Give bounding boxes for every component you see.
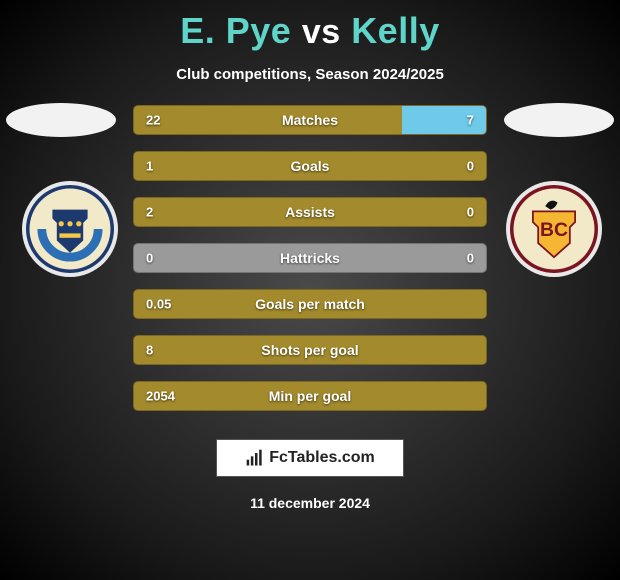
player1-avatar-placeholder xyxy=(6,103,116,137)
stat-label: Goals per match xyxy=(255,296,365,312)
subtitle: Club competitions, Season 2024/2025 xyxy=(0,66,620,83)
stat-row: 8 Shots per goal xyxy=(133,335,487,365)
club1-crest-icon xyxy=(26,185,114,273)
stat-fill-left xyxy=(134,106,402,134)
stat-row: 1 Goals 0 xyxy=(133,151,487,181)
stat-label: Matches xyxy=(282,112,338,128)
club2-crest: BC xyxy=(506,181,602,277)
stat-value-left: 0.05 xyxy=(146,297,171,312)
club1-crest xyxy=(22,181,118,277)
stat-value-left: 2 xyxy=(146,205,153,220)
club2-crest-icon: BC xyxy=(510,185,598,273)
stat-value-left: 1 xyxy=(146,159,153,174)
stat-row: 0 Hattricks 0 xyxy=(133,243,487,273)
stat-value-right: 0 xyxy=(467,251,474,266)
stat-label: Shots per goal xyxy=(261,342,358,358)
stat-value-left: 22 xyxy=(146,113,160,128)
svg-text:BC: BC xyxy=(540,219,568,241)
stat-row: 0.05 Goals per match xyxy=(133,289,487,319)
stat-row: 2054 Min per goal xyxy=(133,381,487,411)
stat-value-right: 0 xyxy=(467,159,474,174)
player2-name: Kelly xyxy=(351,10,440,51)
stat-label: Goals xyxy=(291,158,330,174)
stat-value-left: 8 xyxy=(146,343,153,358)
stat-value-left: 2054 xyxy=(146,389,175,404)
stats-list: 22 Matches 7 1 Goals 0 2 Assists 0 0 Hattricks 0 0.0… xyxy=(133,103,487,411)
vs-text: vs xyxy=(302,13,341,51)
stat-value-left: 0 xyxy=(146,251,153,266)
player1-name: E. Pye xyxy=(180,10,291,51)
date-text: 11 december 2024 xyxy=(0,495,620,511)
stat-value-right: 0 xyxy=(467,205,474,220)
stat-label: Assists xyxy=(285,204,335,220)
chart-icon xyxy=(245,448,265,468)
stat-label: Hattricks xyxy=(280,250,340,266)
brand-text: FcTables.com xyxy=(269,449,375,467)
comparison-title: E. Pye vs Kelly xyxy=(0,0,620,52)
stat-row: 22 Matches 7 xyxy=(133,105,487,135)
player2-avatar-placeholder xyxy=(504,103,614,137)
stat-label: Min per goal xyxy=(269,388,351,404)
stat-value-right: 7 xyxy=(467,113,474,128)
brand-badge: FcTables.com xyxy=(216,439,404,477)
stat-row: 2 Assists 0 xyxy=(133,197,487,227)
main-area: BC 22Matches71Goals02Assists00Hattricks0… xyxy=(0,103,620,511)
